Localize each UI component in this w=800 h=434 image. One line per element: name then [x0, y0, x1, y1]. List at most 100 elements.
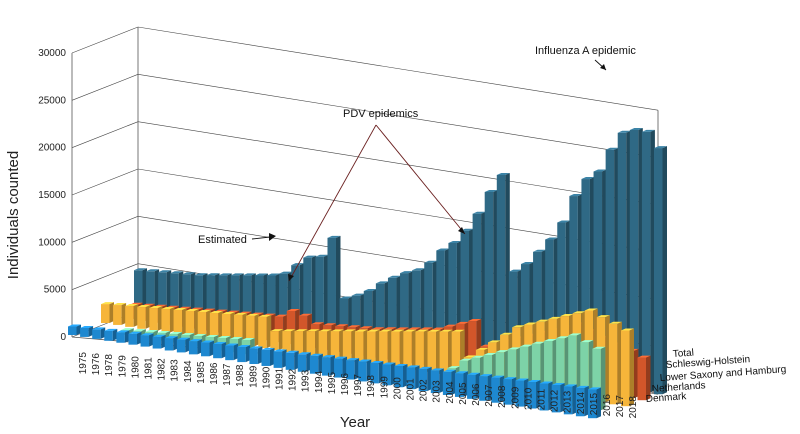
annotation-arrowhead: [458, 227, 465, 234]
bar-face: [551, 384, 561, 413]
bar-face: [201, 342, 210, 357]
bar-side: [351, 329, 356, 362]
bar-total-2015: [617, 130, 631, 389]
bar-total-1979: [182, 272, 196, 319]
bar-face: [503, 379, 512, 405]
gridline: [71, 216, 139, 243]
bar-side: [436, 329, 441, 376]
bar-top: [439, 329, 453, 332]
bar-side: [218, 310, 223, 341]
bar-face: [436, 250, 445, 360]
x-tick-label: 2004: [445, 381, 456, 404]
bar-denmark-2001: [382, 362, 396, 386]
bar-face: [140, 335, 150, 347]
x-tick-label: 2014: [576, 391, 587, 414]
bar-top: [491, 375, 505, 378]
bar-top: [654, 146, 667, 149]
bar-face: [382, 364, 391, 386]
bar-side: [330, 355, 335, 376]
bar-face: [279, 273, 288, 335]
bar-top: [520, 262, 534, 265]
bar-top: [298, 313, 312, 316]
bar-top: [456, 321, 470, 324]
bar-top: [427, 329, 441, 332]
bar-face: [170, 273, 179, 317]
bar-face: [321, 357, 331, 376]
bar-side: [194, 308, 199, 337]
bar-face: [654, 148, 663, 395]
bar-denmark-1996: [321, 355, 335, 376]
bar-face: [593, 171, 603, 385]
x-tick-label: 2007: [484, 384, 495, 407]
bar-top: [188, 339, 202, 342]
x-tick-label: 1987: [222, 363, 233, 386]
bar-top: [282, 329, 296, 332]
bar-lower-saxony-and-hamburg-1998: [379, 329, 393, 368]
bar-face: [588, 389, 597, 419]
bar-top: [442, 369, 456, 372]
bar-side: [230, 311, 235, 343]
bar-denmark-1978: [104, 328, 118, 341]
bar-denmark-2003: [406, 365, 420, 390]
x-tick-label: 1978: [104, 354, 115, 377]
bar-face: [508, 271, 518, 371]
bar-top: [274, 314, 288, 317]
bar-denmark-2008: [467, 372, 481, 399]
bar-top: [394, 363, 408, 366]
x-tick-label: 2001: [406, 378, 417, 401]
bar-lower-saxony-and-hamburg-2018: [621, 328, 634, 407]
bar-top: [584, 308, 598, 311]
bar-face: [285, 352, 295, 370]
bar-top: [137, 305, 151, 308]
bar-lower-saxony-and-hamburg-2001: [415, 329, 429, 374]
y-axis-title: Individuals counted: [5, 151, 22, 279]
bar-side: [166, 270, 172, 315]
bar-side: [448, 329, 453, 378]
bar-side: [185, 337, 190, 353]
bar-side: [278, 329, 284, 351]
bar-top: [407, 327, 421, 330]
bar-face: [608, 323, 618, 405]
bar-face: [484, 191, 494, 368]
bar-top: [285, 350, 299, 353]
gridline: [137, 74, 659, 158]
x-tick-label: 2017: [615, 395, 626, 418]
bar-face: [330, 331, 340, 360]
bar-face: [342, 331, 352, 362]
bar-top: [363, 288, 377, 291]
bar-side: [387, 329, 393, 368]
bar-side: [390, 362, 396, 386]
bar-denmark-1985: [188, 339, 202, 355]
bar-top: [221, 311, 235, 314]
bar-lower-saxony-and-hamburg-1981: [173, 307, 187, 335]
bar-top: [503, 377, 517, 380]
bar-face: [346, 360, 355, 380]
bar-side: [109, 302, 114, 323]
bar-side: [318, 353, 323, 374]
bar-top: [310, 322, 324, 325]
bar-face: [309, 355, 319, 374]
bar-top: [205, 334, 219, 337]
bar-face: [556, 338, 565, 405]
bar-lower-saxony-and-hamburg-1982: [185, 308, 199, 337]
bar-side: [100, 327, 106, 339]
x-tick-label: 1980: [130, 356, 141, 379]
bar-side: [439, 368, 444, 394]
bar-face: [496, 174, 506, 370]
bar-lower-saxony-and-hamburg-1988: [258, 314, 272, 349]
bar-face: [242, 275, 252, 329]
bar-top: [149, 306, 163, 309]
bar-top: [197, 309, 211, 312]
bar-face: [491, 377, 500, 403]
x-tick-label: 2018: [628, 396, 639, 419]
bar-face: [363, 290, 373, 348]
bar-side: [605, 315, 610, 403]
bar-face: [258, 316, 267, 349]
bar-top: [524, 322, 538, 325]
bar-top: [209, 310, 223, 313]
bar-top: [400, 271, 414, 274]
bar-top: [548, 316, 562, 319]
bar-face: [467, 374, 476, 399]
bar-face: [306, 331, 316, 356]
bar-top: [419, 327, 433, 330]
